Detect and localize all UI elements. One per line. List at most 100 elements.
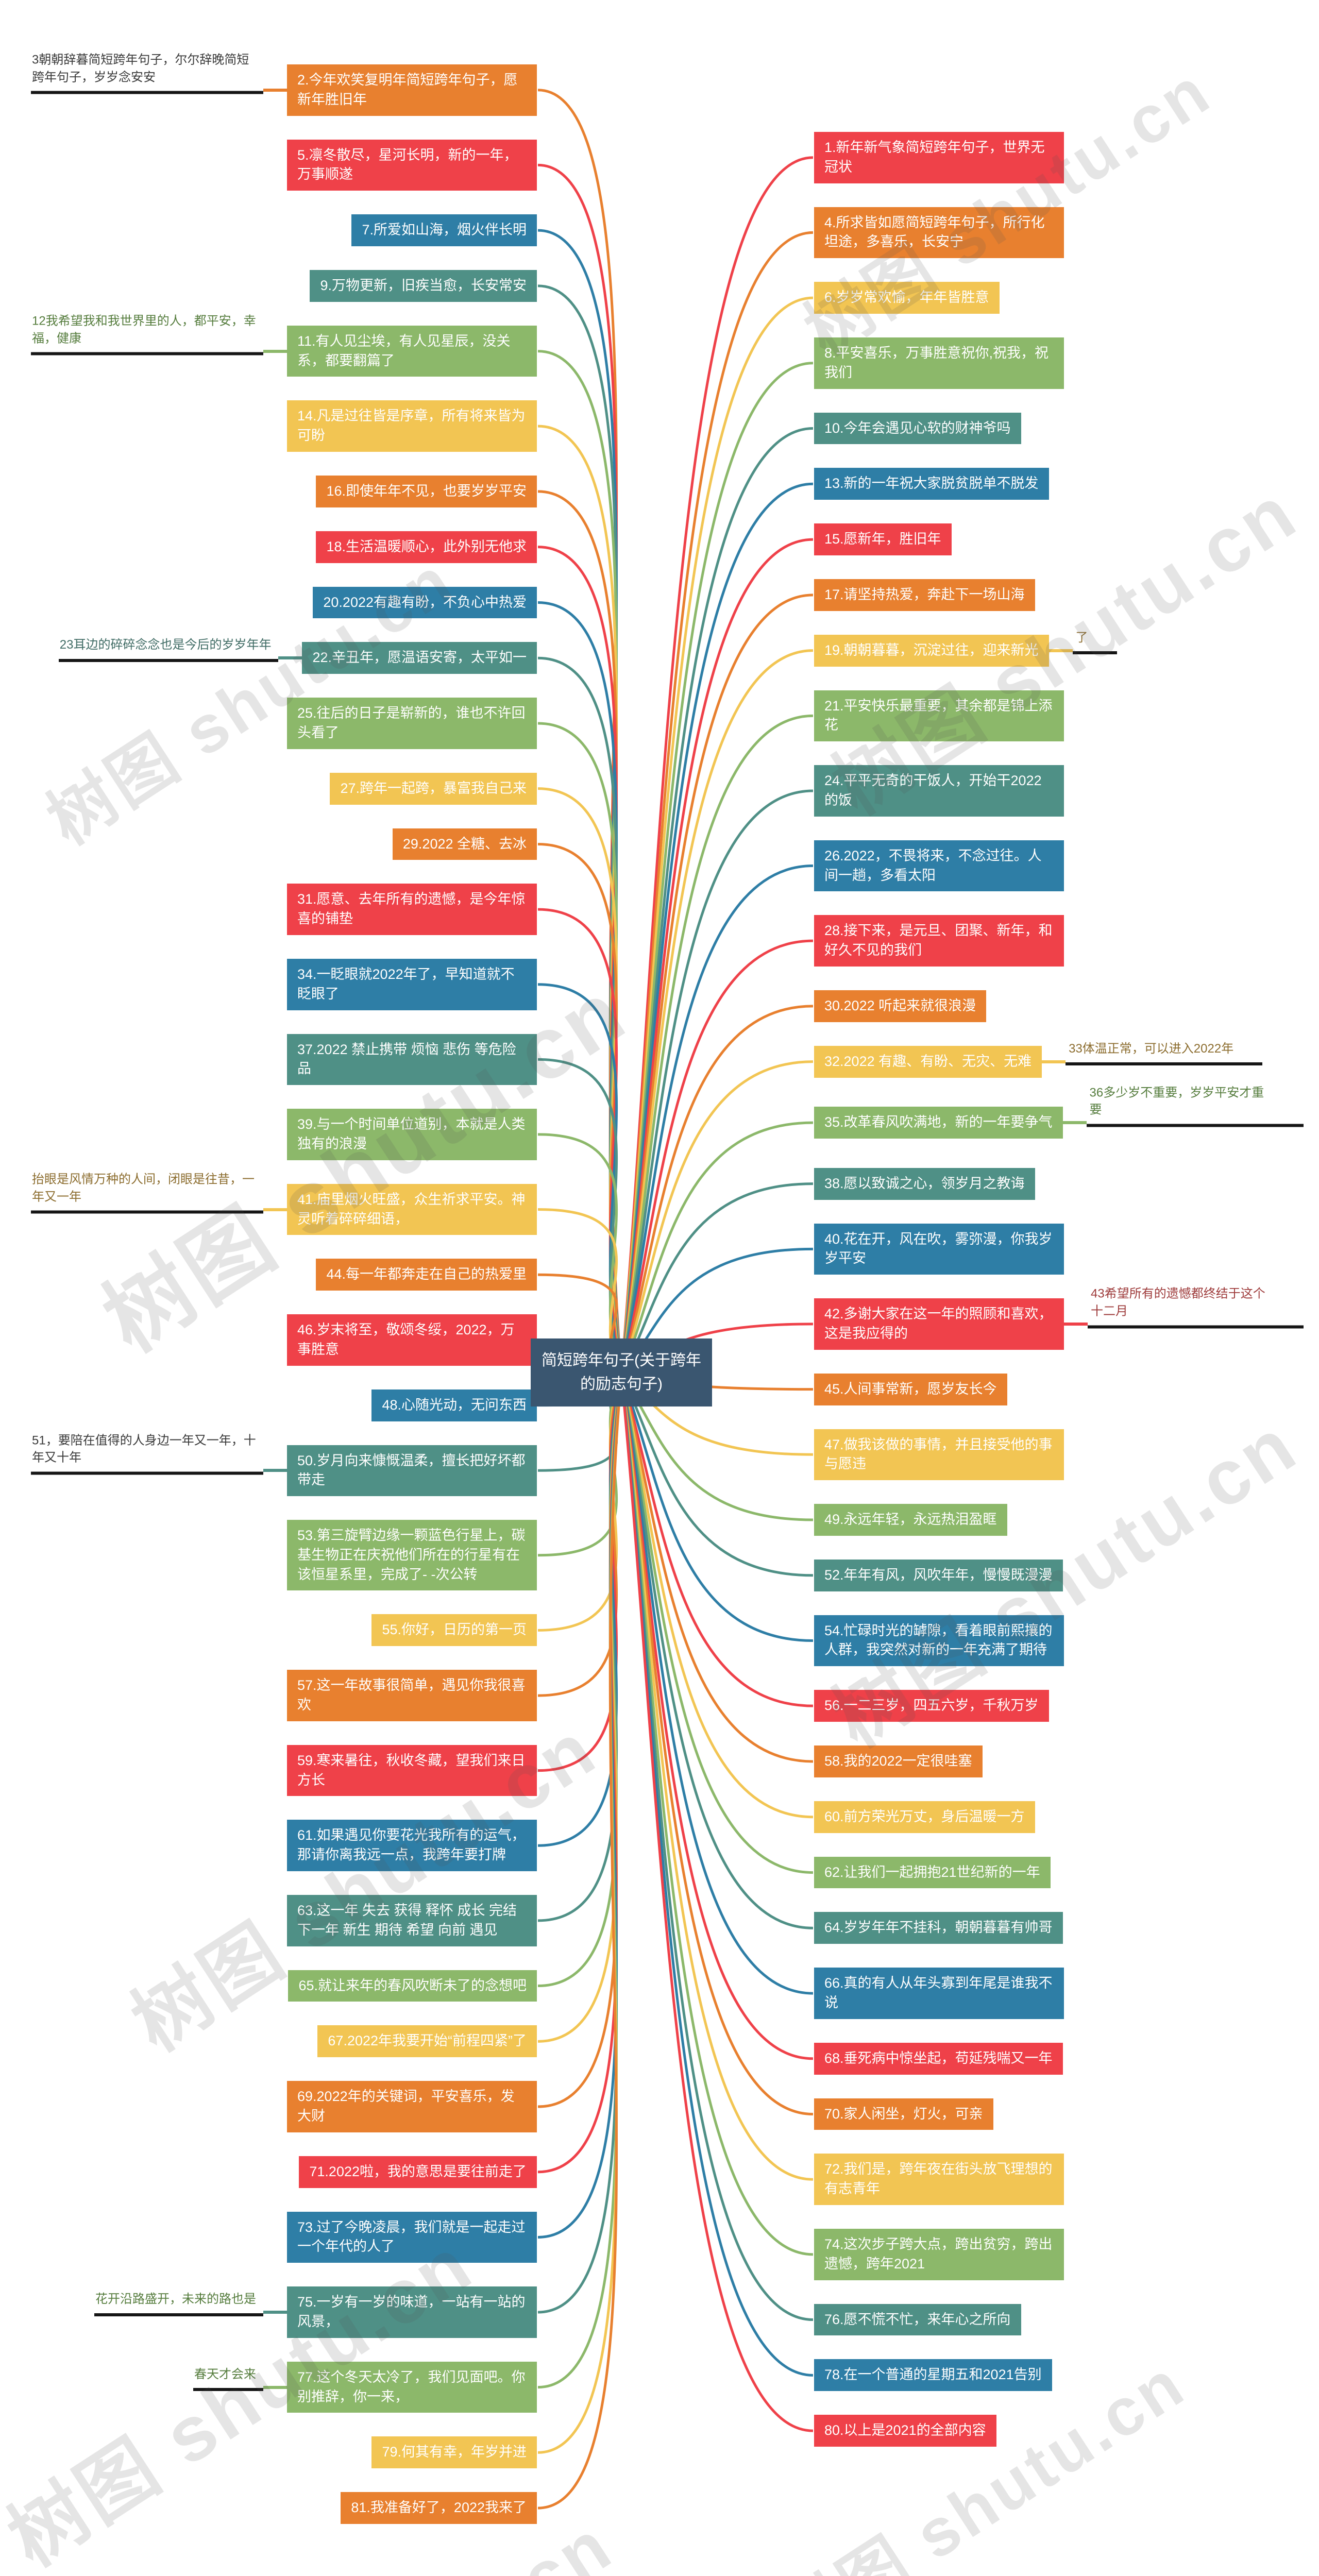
branch-edge [537, 983, 623, 1376]
branch-node-19[interactable]: 19.朝朝暮暮，沉淀过往，迎来新光 [814, 634, 1049, 667]
branch-node-6[interactable]: 6.岁岁常欢愉，年年皆胜意 [814, 282, 1000, 314]
branch-node-31[interactable]: 31.愿意、去年所有的遗憾，是今年惊喜的铺垫 [287, 884, 537, 935]
floating-label-42[interactable]: 43希望所有的遗憾都终结于这个十二月 [1088, 1285, 1304, 1328]
branch-node-73[interactable]: 73.过了今晚凌晨，我们就是一起走过一个年代的人了 [287, 2211, 537, 2263]
floating-label-11[interactable]: 12我希望我和我世界里的人，都平安，幸福，健康 [31, 312, 263, 355]
floating-label-2[interactable]: 3朝朝辞暮简短跨年句子，尔尔辞晚简短跨年句子，岁岁念安安 [31, 52, 263, 94]
branch-node-13[interactable]: 13.新的一年祝大家脱贫脱单不脱发 [814, 468, 1049, 500]
row-left-2: 3朝朝辞暮简短跨年句子，尔尔辞晚简短跨年句子，岁岁念安安 2.今年欢笑复明年简短跨… [31, 53, 537, 116]
branch-node-66[interactable]: 66.真的有人从年头寡到年尾是谁我不说 [814, 1968, 1064, 2019]
branch-node-76[interactable]: 76.愿不慌不忙，来年心之所向 [814, 2303, 1021, 2336]
floating-label-22[interactable]: 23耳边的碎碎念念也是今后的岁岁年年 [58, 636, 279, 663]
floating-label-35[interactable]: 36多少岁不重要，岁岁平安才重要 [1086, 1084, 1304, 1127]
branch-node-29[interactable]: 29.2022 全糖、去冰 [392, 828, 537, 860]
row-left-9: 9.万物更新，旧疾当愈，长安常安 [31, 269, 537, 302]
branch-node-63[interactable]: 63.这一年 失去 获得 释怀 成长 完结 下一年 新生 期待 希望 向前 遇见 [287, 1895, 537, 1946]
branch-node-40[interactable]: 40.花在开，风在吹，雾弥漫，你我岁岁平安 [814, 1223, 1064, 1275]
branch-node-18[interactable]: 18.生活温暖顺心，此外别无他求 [316, 531, 537, 563]
branch-node-20[interactable]: 20.2022有趣有盼，不负心中热爱 [313, 586, 537, 619]
branch-node-62[interactable]: 62.让我们一起拥抱21世纪新的一年 [814, 1856, 1051, 1889]
branch-node-22[interactable]: 22.辛丑年，愿温语安寄，太平如一 [302, 642, 537, 674]
floating-label-75[interactable]: 花开沿路盛开，未来的路也是 [94, 2291, 263, 2316]
branch-node-34[interactable]: 34.一眨眼就2022年了，早知道就不眨眼了 [287, 958, 537, 1010]
branch-node-30[interactable]: 30.2022 听起来就很浪漫 [814, 990, 987, 1022]
branch-node-5[interactable]: 5.凛冬散尽，星河长明，新的一年，万事顺遂 [287, 139, 537, 191]
branch-node-55[interactable]: 55.你好，日历的第一页 [371, 1614, 537, 1647]
branch-edge [537, 1375, 623, 2043]
floating-label-19[interactable]: 了 [1072, 629, 1117, 655]
branch-edge [620, 649, 814, 1376]
branch-node-2[interactable]: 2.今年欢笑复明年简短跨年句子，愿新年胜旧年 [287, 64, 537, 116]
branch-node-52[interactable]: 52.年年有风，风吹年年，慢慢既漫漫 [814, 1559, 1063, 1591]
branch-node-59[interactable]: 59.寒来暑往，秋收冬藏，望我们来日方长 [287, 1744, 537, 1797]
floating-label-32[interactable]: 33体温正常，可以进入2022年 [1066, 1040, 1263, 1066]
branch-node-26[interactable]: 26.2022，不畏将来，不念过往。人间一趟，多看太阳 [814, 840, 1064, 892]
branch-node-27[interactable]: 27.跨年一起跨，暴富我自己来 [330, 772, 537, 805]
floating-label-77[interactable]: 春天才会来 [193, 2366, 263, 2392]
branch-node-28[interactable]: 28.接下来，是元旦、团聚、新年，和好久不见的我们 [814, 915, 1064, 967]
branch-node-49[interactable]: 49.永远年轻，永远热泪盈眶 [814, 1504, 1007, 1536]
branch-node-54[interactable]: 54.忙碌时光的罅隙，看着眼前熙攘的人群，我突然对新的一年充满了期待 [814, 1615, 1064, 1667]
branch-node-17[interactable]: 17.请坚持热爱，奔赴下一场山海 [814, 579, 1035, 611]
row-left-79: 79.何其有幸，年岁并进 [31, 2436, 537, 2469]
branch-node-4[interactable]: 4.所求皆如愿简短跨年句子，所行化坦途，多喜乐，长安宁 [814, 207, 1064, 259]
branch-node-78[interactable]: 78.在一个普通的星期五和2021告别 [814, 2359, 1052, 2392]
branch-edge [537, 842, 623, 1376]
row-right-17: 17.请坚持热爱，奔赴下一场山海 [814, 579, 1035, 611]
branch-node-11[interactable]: 11.有人见尘埃，有人见星辰，没关系，都要翻篇了 [287, 325, 537, 377]
branch-node-74[interactable]: 74.这次步子跨大点，跨出贫穷，跨出遗憾，跨年2021 [814, 2229, 1064, 2280]
branch-node-81[interactable]: 81.我准备好了，2022我来了 [341, 2492, 537, 2524]
branch-node-46[interactable]: 46.岁末将至，敬颂冬绥，2022，万事胜意 [287, 1314, 537, 1366]
branch-node-56[interactable]: 56.一二三岁，四五六岁，千秋万岁 [814, 1690, 1049, 1722]
branch-node-65[interactable]: 65.就让来年的春风吹断未了的念想吧 [288, 1970, 537, 2002]
branch-node-7[interactable]: 7.所爱如山海，烟火伴长明 [351, 214, 537, 246]
branch-node-41[interactable]: 41.庙里烟火旺盛，众生祈求平安。神灵听着碎碎细语， [287, 1183, 537, 1235]
branch-node-8[interactable]: 8.平安喜乐，万事胜意祝你,祝我，祝我们 [814, 337, 1064, 389]
branch-node-32[interactable]: 32.2022 有趣、有盼、无灾、无难 [814, 1045, 1042, 1078]
branch-node-70[interactable]: 70.家人闲坐，灯火，可亲 [814, 2098, 993, 2130]
branch-node-35[interactable]: 35.改革春风吹满地，新的一年要争气 [814, 1107, 1063, 1139]
branch-node-1[interactable]: 1.新年新气象简短跨年句子，世界无冠状 [814, 132, 1064, 183]
branch-node-42[interactable]: 42.多谢大家在这一年的照顾和喜欢，这是我应得的 [814, 1298, 1064, 1350]
floating-label-41[interactable]: 抬眼是风情万种的人间，闭眼是往昔，一年又一年 [31, 1171, 263, 1214]
row-left-27: 27.跨年一起跨，暴富我自己来 [31, 772, 537, 805]
branch-node-75[interactable]: 75.一岁有一岁的味道，一站有一站的风景， [287, 2286, 537, 2338]
branch-node-16[interactable]: 16.即使年年不见，也要岁岁平安 [316, 475, 537, 507]
branch-node-61[interactable]: 61.如果遇见你要花光我所有的运气，那请你离我远一点，我跨年要打牌 [287, 1820, 537, 1872]
branch-node-9[interactable]: 9.万物更新，旧疾当愈，长安常安 [310, 269, 537, 302]
floating-label-50[interactable]: 51，要陪在值得的人身边一年又一年，十年又十年 [31, 1432, 263, 1475]
branch-node-60[interactable]: 60.前方荣光万丈，身后温暖一方 [814, 1801, 1035, 1833]
branch-node-53[interactable]: 53.第三旋臂边缘一颗蓝色行星上，碳基生物正在庆祝他们所在的行星有在该恒星系里，… [287, 1520, 537, 1591]
branch-node-79[interactable]: 79.何其有幸，年岁并进 [371, 2436, 537, 2469]
row-left-67: 67.2022年我要开始“前程四紧”了 [31, 2025, 537, 2058]
central-topic[interactable]: 简短跨年句子(关于跨年的励志句子) [531, 1338, 712, 1406]
branch-node-38[interactable]: 38.愿以致诚之心，领岁月之教诲 [814, 1167, 1035, 1200]
row-right-1: 1.新年新气象简短跨年句子，世界无冠状 [814, 132, 1064, 183]
branch-node-14[interactable]: 14.凡是过往皆是序章，所有将来皆为可盼 [287, 400, 537, 452]
branch-node-48[interactable]: 48.心随光动，无问东西 [371, 1389, 537, 1421]
branch-node-69[interactable]: 69.2022年的关键词，平安喜乐，发大财 [287, 2081, 537, 2132]
row-right-62: 62.让我们一起拥抱21世纪新的一年 [814, 1856, 1051, 1889]
branch-node-47[interactable]: 47.做我该做的事情，并且接受他的事与愿违 [814, 1429, 1064, 1481]
branch-node-72[interactable]: 72.我们是，跨年夜在街头放飞理想的有志青年 [814, 2154, 1064, 2206]
branch-node-58[interactable]: 58.我的2022一定很哇塞 [814, 1745, 983, 1777]
branch-node-39[interactable]: 39.与一个时间单位道别，本就是人类独有的浪漫 [287, 1109, 537, 1160]
branch-node-15[interactable]: 15.愿新年，胜旧年 [814, 523, 952, 555]
row-left-39: 39.与一个时间单位道别，本就是人类独有的浪漫 [31, 1109, 537, 1160]
branch-node-44[interactable]: 44.每一年都奔走在自己的热爱里 [316, 1259, 537, 1291]
branch-node-21[interactable]: 21.平安快乐最重要，其余都是锦上添花 [814, 690, 1064, 742]
branch-node-68[interactable]: 68.垂死病中惊坐起，苟延残喘又一年 [814, 2042, 1063, 2075]
branch-node-77[interactable]: 77.这个冬天太冷了，我们见面吧。你别推辞，你一来， [287, 2361, 537, 2413]
branch-node-67[interactable]: 67.2022年我要开始“前程四紧”了 [317, 2025, 537, 2058]
branch-node-24[interactable]: 24.平平无奇的干饭人，开始干2022的饭 [814, 765, 1064, 817]
branch-node-37[interactable]: 37.2022 禁止携带 烦恼 悲伤 等危险品 [287, 1033, 537, 1086]
branch-node-80[interactable]: 80.以上是2021的全部内容 [814, 2415, 996, 2447]
branch-node-64[interactable]: 64.岁岁年年不挂科，朝朝暮暮有帅哥 [814, 1912, 1063, 1944]
label-connector-stub [263, 349, 287, 353]
branch-node-25[interactable]: 25.往后的日子是崭新的，谁也不许回头看了 [287, 698, 537, 749]
branch-node-50[interactable]: 50.岁月向来慷慨温柔，擅长把好坏都带走 [287, 1445, 537, 1497]
branch-node-71[interactable]: 71.2022啦，我的意思是要往前走了 [299, 2156, 537, 2188]
branch-node-45[interactable]: 45.人间事常新，愿岁友长今 [814, 1373, 1007, 1405]
branch-node-57[interactable]: 57.这一年故事很简单，遇见你我很喜欢 [287, 1670, 537, 1721]
branch-node-10[interactable]: 10.今年会遇见心软的财神爷吗 [814, 412, 1021, 445]
